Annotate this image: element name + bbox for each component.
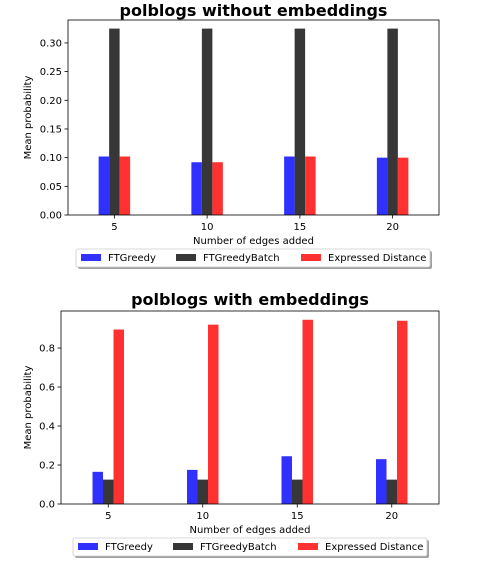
chart-1-bar-ftgreedybatch-10	[201, 28, 213, 216]
chart-1-legend-swatch-ftgreedybatch	[176, 254, 196, 261]
chart-2-legend-label-expressed-distance: Expressed Distance	[325, 542, 423, 553]
chart-1-y-tick-label: 0.10	[40, 153, 62, 164]
chart-2-legend-swatch-expressed-distance	[298, 543, 318, 550]
chart-2-bar-ftgreedy-15	[281, 456, 292, 504]
chart-1-bar-ftgreedybatch-5	[109, 28, 120, 216]
chart-1-legend-swatch-expressed-distance	[301, 254, 321, 261]
chart-2-axes-frame	[60, 310, 440, 505]
chart-1-y-tick-label: 0.25	[40, 67, 62, 78]
chart-1-x-tick-label: 15	[294, 222, 307, 233]
chart-2-y-axis-label: Mean probability	[23, 366, 34, 450]
chart-1-legend-box	[75, 248, 431, 268]
chart-1-bar-ftgreedybatch-20	[387, 28, 398, 216]
chart-2-legend-label-ftgreedy: FTGreedy	[105, 542, 153, 553]
chart-2-x-axis-label: Number of edges added	[190, 525, 311, 536]
chart-2-bar-ftgreedy-20	[376, 459, 387, 504]
chart-1-legend-label-ftgreedy: FTGreedy	[108, 253, 156, 264]
chart-2-bar-expressed-distance-20	[397, 320, 408, 504]
chart-2-title: polblogs with embeddings	[131, 290, 369, 309]
chart-2-bar-expressed-distance-5	[113, 329, 124, 504]
chart-1-bar-expressed-distance-20	[397, 157, 409, 215]
chart-2-bar-ftgreedy-10	[187, 469, 198, 504]
chart-1-axes-frame	[67, 19, 440, 216]
chart-1-bar-ftgreedybatch-15	[294, 28, 306, 216]
chart-1-legend-label-expressed-distance: Expressed Distance	[328, 253, 426, 264]
chart-1-bar-ftgreedy-20	[376, 157, 388, 215]
chart-2-y-tick-label: 0.6	[39, 383, 55, 394]
chart-1-y-tick-label: 0.00	[40, 211, 62, 222]
chart-1-x-tick-label: 10	[201, 222, 214, 233]
chart-1-y-tick-label: 0.20	[40, 96, 62, 107]
chart-2-bar-ftgreedy-5	[92, 471, 103, 504]
chart-2-y-tick-label: 0.0	[39, 500, 55, 511]
chart-1-x-tick-label: 20	[386, 222, 399, 233]
chart-1-y-axis-label: Mean probability	[23, 76, 34, 160]
chart-1-bar-expressed-distance-5	[119, 156, 131, 215]
chart-1-bar-expressed-distance-15	[305, 156, 316, 215]
chart-2-x-tick-label: 5	[105, 511, 111, 522]
chart-1-y-tick-label: 0.30	[40, 38, 62, 49]
chart-1-group: polblogs without embeddings 0.00 0.05 0.10 0…	[23, 1, 440, 269]
chart-2-x-tick-label: 15	[291, 511, 304, 522]
chart-2-legend-swatch-ftgreedy	[78, 543, 98, 550]
chart-1-y-tick-label: 0.15	[40, 124, 62, 135]
chart-2-y-tick-label: 0.4	[39, 422, 55, 433]
chart-1-bar-expressed-distance-10	[212, 162, 223, 215]
chart-2-bar-ftgreedybatch-5	[103, 479, 114, 504]
chart-1-bar-ftgreedy-5	[98, 156, 110, 215]
chart-2-legend-swatch-ftgreedybatch	[173, 543, 193, 550]
chart-2-bar-ftgreedybatch-20	[386, 479, 397, 504]
chart-2-bar-expressed-distance-10	[208, 324, 219, 504]
chart-2-bar-ftgreedybatch-15	[292, 479, 303, 504]
chart-1-title: polblogs without embeddings	[120, 1, 388, 20]
chart-1-bar-ftgreedy-15	[284, 156, 295, 215]
chart-1-bar-ftgreedy-10	[191, 162, 202, 215]
chart-2-group: polblogs with embeddings 0.0 0.2 0.4 0.6 0.8 5…	[23, 290, 440, 558]
chart-2-legend-label-ftgreedybatch: FTGreedyBatch	[200, 542, 277, 553]
chart-1-x-tick-label: 5	[111, 222, 117, 233]
chart-2-y-tick-label: 0.2	[39, 461, 55, 472]
chart-2-bar-ftgreedybatch-10	[197, 479, 208, 504]
chart-1-x-axis-label: Number of edges added	[193, 236, 314, 247]
chart-1-legend-swatch-ftgreedy	[81, 254, 101, 261]
chart-2-y-tick-label: 0.8	[39, 344, 55, 355]
chart-2-legend-box	[72, 537, 428, 557]
chart-2-x-tick-label: 20	[385, 511, 398, 522]
chart-2-x-tick-label: 10	[196, 511, 209, 522]
chart-1-y-tick-label: 0.05	[40, 182, 62, 193]
chart-1-legend-label-ftgreedybatch: FTGreedyBatch	[203, 253, 280, 264]
chart-2-bar-expressed-distance-15	[302, 319, 313, 504]
